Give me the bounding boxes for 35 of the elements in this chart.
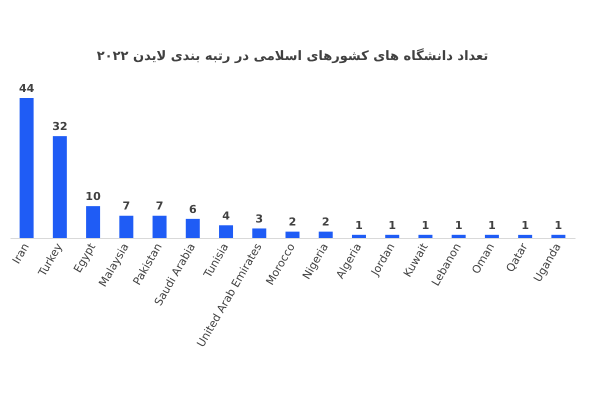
bar xyxy=(20,98,34,238)
data-label: 1 xyxy=(521,218,529,232)
data-label: 6 xyxy=(188,202,197,216)
data-label: 2 xyxy=(288,216,296,229)
chart-title: تعداد دانشگاه های کشورهای اسلامی در رتبه بندی لایدن ۲۰۲۲ xyxy=(96,48,488,64)
data-label: 3 xyxy=(255,212,264,226)
data-label: 2 xyxy=(322,216,330,229)
data-label: 7 xyxy=(122,200,130,213)
bar xyxy=(551,234,566,238)
bar xyxy=(186,218,200,238)
bar xyxy=(219,225,234,238)
bar xyxy=(418,234,432,238)
data-label: 1 xyxy=(488,218,496,232)
data-label: 4 xyxy=(222,209,230,222)
bar xyxy=(119,216,134,238)
bar xyxy=(352,234,366,238)
bar xyxy=(318,232,333,238)
data-label: 1 xyxy=(388,218,396,232)
bar xyxy=(52,136,67,238)
bar xyxy=(484,234,499,238)
data-label: 32 xyxy=(52,120,68,134)
bar xyxy=(152,216,167,238)
bar xyxy=(86,206,100,238)
bar xyxy=(252,228,266,238)
data-label: 1 xyxy=(554,218,562,232)
bar xyxy=(452,234,466,238)
bar xyxy=(286,232,300,238)
bar xyxy=(385,234,400,238)
data-label: 10 xyxy=(85,190,102,204)
data-label: 7 xyxy=(156,200,164,213)
bar xyxy=(518,234,532,238)
data-label: 1 xyxy=(422,218,430,232)
data-label: 1 xyxy=(355,218,363,232)
data-label: 1 xyxy=(454,218,463,232)
data-label: 44 xyxy=(18,82,35,95)
